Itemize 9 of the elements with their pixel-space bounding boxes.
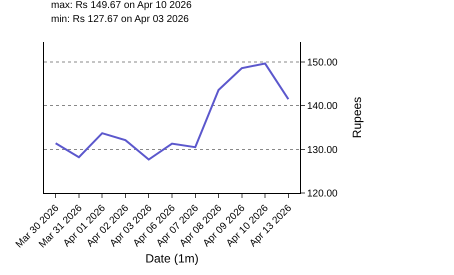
text: max: Rs 149.67 on Apr 10 2026 — [51, 0, 192, 11]
text: min: Rs 127.67 on Apr 03 2026 — [51, 14, 190, 25]
y-axis-title: Rupees — [350, 96, 364, 138]
y-tick-label: 120.00 — [307, 188, 338, 200]
y-tick-label: 130.00 — [307, 144, 338, 156]
y-tick-label: 140.00 — [307, 101, 338, 112]
line-series — [54, 62, 290, 161]
x-axis-title: Date (1m) — [145, 251, 199, 266]
y-tick-label: 150.00 — [307, 58, 338, 69]
